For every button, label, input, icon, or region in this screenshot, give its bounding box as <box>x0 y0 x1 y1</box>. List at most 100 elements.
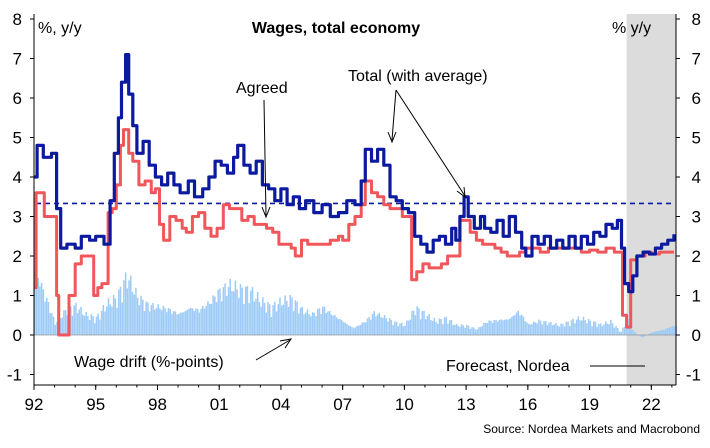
wage-drift-bar <box>274 301 276 335</box>
wage-drift-bar <box>316 308 319 335</box>
wage-drift-bar <box>363 322 365 335</box>
wage-drift-bar <box>371 313 374 335</box>
wage-drift-bar <box>548 322 550 335</box>
wage-drift-bar <box>653 332 655 335</box>
y-tick-label-right: 1 <box>692 287 701 306</box>
wage-drift-bar <box>671 326 674 335</box>
wage-drift-bar <box>208 303 211 335</box>
wage-drift-bar <box>203 308 206 335</box>
wage-drift-bar <box>544 321 547 335</box>
wage-drift-bar <box>594 321 597 335</box>
wage-drift-bar <box>130 275 132 335</box>
wage-drift-bar <box>220 301 223 335</box>
wage-drift-bar <box>248 303 250 335</box>
wage-drift-bar <box>479 327 482 335</box>
wage-drift-bar <box>54 324 57 335</box>
wage-drift-bar <box>599 323 602 335</box>
wage-drift-bar <box>298 313 300 335</box>
wage-drift-bar <box>567 321 569 335</box>
wage-drift-bar <box>478 327 480 335</box>
wage-drift-bar <box>205 305 207 335</box>
wage-drift-bar <box>541 324 544 335</box>
wage-drift-bar <box>510 317 513 335</box>
wage-drift-bar <box>280 305 283 335</box>
wage-drift-bar <box>87 316 89 335</box>
wage-drift-bar <box>418 308 420 335</box>
wage-drift-bar <box>229 278 231 335</box>
wage-drift-bar <box>88 320 91 335</box>
wage-drift-bar <box>340 320 343 335</box>
wage-drift-bar <box>131 291 134 335</box>
wage-drift-bar <box>387 321 389 335</box>
wage-drift-bar <box>332 315 334 335</box>
source-note: Source: Nordea Markets and Macrobond <box>483 422 700 436</box>
wage-drift-bar <box>390 319 393 335</box>
wage-drift-bar <box>493 320 496 335</box>
total-line <box>34 53 676 294</box>
wage-drift-bar <box>402 326 405 335</box>
y-tick-label-left: 3 <box>13 208 22 227</box>
wage-drift-bar <box>536 323 538 335</box>
wage-drift-bar <box>373 311 376 335</box>
wage-drift-bar <box>92 316 94 335</box>
wage-drift-bar <box>471 327 473 335</box>
wage-drift-bar <box>268 304 271 335</box>
agreed-line <box>34 128 674 337</box>
wage-drift-bar <box>466 324 468 335</box>
wage-drift-bar <box>292 311 295 335</box>
arrow-total-b <box>395 89 466 197</box>
wage-drift-bar <box>641 335 643 338</box>
wage-drift-bar <box>251 287 254 335</box>
wage-drift-bar <box>313 312 316 335</box>
wage-drift-bar <box>133 294 135 335</box>
wage-drift-bar <box>514 315 516 335</box>
left-axis-label: %, y/y <box>38 20 82 37</box>
annotation-forecast: Forecast, Nordea <box>446 358 570 375</box>
wage-drift-bar <box>351 326 353 335</box>
y-tick-label-right: 8 <box>692 10 701 29</box>
wage-drift-bar <box>181 312 183 335</box>
wage-drift-bar <box>262 297 264 335</box>
wage-drift-bar <box>665 328 667 335</box>
wage-drift-bar <box>157 304 159 335</box>
wage-drift-bar <box>666 328 669 335</box>
wage-drift-bar <box>563 326 566 335</box>
y-tick-label-left: 8 <box>13 10 22 29</box>
wage-drift-bar <box>42 289 45 335</box>
wage-drift-bar <box>116 307 118 335</box>
wage-drift-bar <box>347 325 350 335</box>
y-tick-label-left: 5 <box>13 129 22 148</box>
y-tick-label-left: 1 <box>13 287 22 306</box>
wage-drift-bar <box>368 316 370 335</box>
wage-drift-bar <box>520 315 523 335</box>
arrow-agreed <box>263 99 267 216</box>
wage-drift-bar <box>121 302 123 335</box>
wage-drift-bar <box>406 320 408 335</box>
wage-drift-bar <box>356 325 358 335</box>
wage-drift-bar <box>207 301 209 335</box>
wage-drift-bar <box>543 320 545 335</box>
wage-drift-bar <box>527 323 530 335</box>
wage-drift-bar <box>358 325 360 335</box>
wage-drift-bar <box>162 305 165 335</box>
wage-drift-bar <box>635 333 638 335</box>
y-tick-label-right: 4 <box>692 168 701 187</box>
wage-drift-bar <box>52 316 55 335</box>
wage-drift-bar <box>472 327 475 335</box>
y-tick-label-right: 6 <box>692 89 701 108</box>
wage-drift-bar <box>150 305 153 335</box>
wage-drift-bar <box>550 321 552 335</box>
wage-drift-bar <box>529 324 532 335</box>
wage-drift-bar <box>361 322 364 335</box>
wage-drift-bar <box>457 326 460 335</box>
wage-drift-bar <box>423 310 425 335</box>
x-tick-label: 07 <box>333 395 352 414</box>
wage-drift-bar <box>102 305 105 335</box>
wage-drift-bar <box>227 287 230 335</box>
wage-drift-bar <box>658 331 660 335</box>
wage-drift-bar <box>407 320 410 335</box>
wage-drift-bar <box>376 314 379 335</box>
wage-drift-bar <box>508 318 511 335</box>
wage-drift-bar <box>308 314 310 335</box>
chart-title: Wages, total economy <box>252 20 420 37</box>
